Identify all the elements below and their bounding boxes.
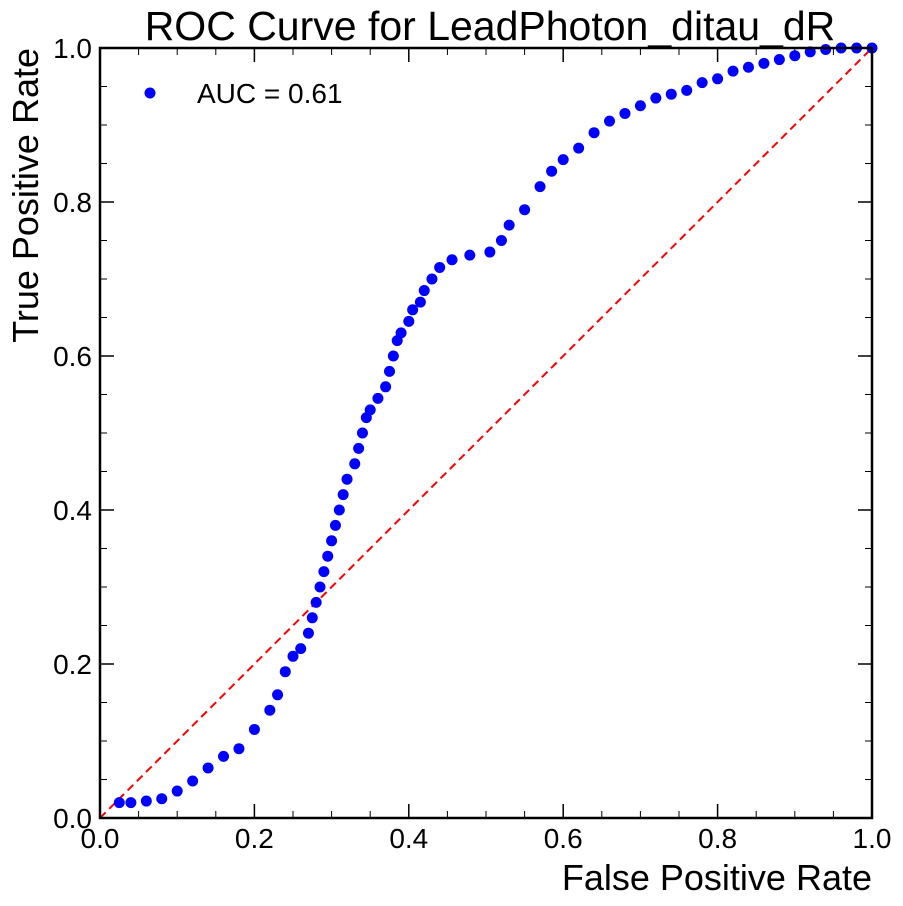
point [426,273,438,285]
point [573,142,585,154]
point [727,65,739,77]
point [696,77,708,89]
point [742,61,754,73]
point [333,504,345,516]
point [318,566,330,578]
point [233,743,245,755]
y-tick-label: 1.0 [53,33,92,64]
point [758,57,770,69]
point [604,115,616,127]
point [418,285,430,297]
point [773,54,785,66]
point [712,73,724,85]
point [384,365,395,377]
point [322,550,334,562]
point [495,235,507,246]
x-tick-label: 0.6 [544,823,583,854]
point [588,127,600,139]
point [356,427,368,439]
point [279,666,291,678]
y-axis-label: True Positive Rate [5,48,46,343]
point [329,519,341,531]
point [140,795,152,807]
point [557,154,569,166]
point [341,473,353,485]
point [302,627,314,639]
legend-label: AUC = 0.61 [197,78,343,109]
point [364,404,376,416]
point [295,643,307,655]
point [464,249,476,261]
point [434,261,446,273]
point [665,88,677,100]
point [789,50,801,62]
point [125,797,137,809]
point [310,596,322,608]
point [519,204,531,216]
y-tick-label: 0.6 [53,341,92,372]
point [264,704,276,716]
point [156,793,168,805]
legend-marker [144,87,156,99]
point [171,785,183,797]
x-axis-label: False Positive Rate [562,857,872,898]
point [353,442,365,454]
x-tick-label: 1.0 [853,823,892,854]
y-tick-label: 0.4 [53,495,92,526]
point [113,797,125,809]
point [372,392,384,404]
point [314,581,326,593]
point [403,315,415,327]
point [337,489,349,501]
x-tick-label: 0.2 [235,823,274,854]
y-tick-label: 0.8 [53,187,92,218]
point [503,219,515,231]
chart-title: ROC Curve for LeadPhoton_ditau_dR [145,3,836,49]
point [407,304,419,316]
point [287,650,299,662]
x-tick-label: 0.4 [389,823,428,854]
point [187,775,199,787]
point [306,612,318,624]
point [634,100,646,112]
point [484,246,496,258]
reference-line [99,47,873,819]
point [650,92,662,104]
point [820,44,832,56]
point [248,723,260,735]
point [546,165,558,177]
point [681,84,693,96]
point [218,750,230,762]
x-tick-label: 0.8 [698,823,737,854]
point [202,762,214,774]
point [395,327,407,339]
y-tick-label: 0.0 [53,803,92,834]
point [326,535,338,547]
point [414,296,426,308]
x-tick-label: 0.0 [81,823,120,854]
point [446,254,458,266]
plot-frame [98,46,874,820]
point [534,181,546,193]
point [272,689,284,701]
y-tick-label: 0.2 [53,649,92,680]
point [380,381,392,393]
point [349,458,361,470]
point [619,107,631,119]
point [387,350,399,362]
